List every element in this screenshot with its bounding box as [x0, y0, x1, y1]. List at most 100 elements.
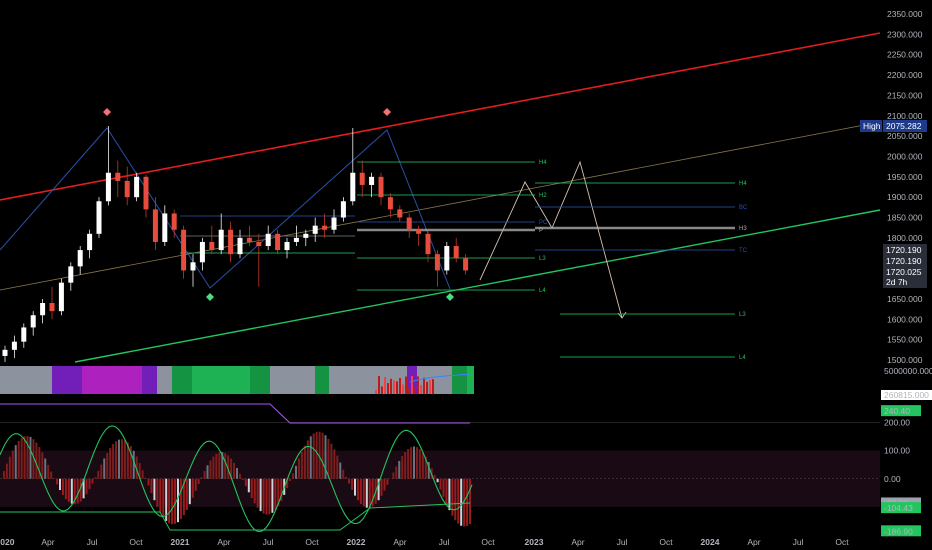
oscillator-bar: [41, 452, 44, 479]
oscillator-bar: [64, 478, 67, 500]
price-tick-label: 2150.000: [887, 90, 923, 100]
time-tick-label: Apr: [747, 537, 760, 547]
candle-body[interactable]: [115, 172, 121, 181]
candle-body[interactable]: [190, 262, 196, 271]
oscillator-bar: [209, 460, 212, 479]
price-tag-box: [883, 244, 927, 256]
candle-body[interactable]: [237, 237, 243, 255]
oscillator-bar: [359, 478, 362, 504]
candle-body[interactable]: [463, 258, 469, 271]
pivot-level-label: PC: [539, 220, 548, 226]
candle-body[interactable]: [77, 250, 83, 267]
price-pane[interactable]: H4 H2 PC P L3 L4 H4 BC H3 TC L3 L4: [0, 32, 881, 363]
candle-body[interactable]: [312, 225, 318, 234]
zigzag-line: [0, 127, 451, 290]
regime-band-segment: [82, 366, 142, 394]
candle-body[interactable]: [265, 233, 271, 247]
oscillator-value-tag: [881, 525, 921, 537]
candle-body[interactable]: [293, 237, 299, 242]
volume-tick-label: 5000000.000: [884, 366, 932, 376]
candle-body[interactable]: [406, 217, 412, 230]
oscillator-bar: [82, 478, 85, 499]
price-tag-label-box: [860, 120, 882, 132]
pivot-level-label: L3: [739, 312, 746, 318]
volume-axis[interactable]: 5000000.000 260815.000: [881, 366, 932, 400]
pivot-level-label: L4: [539, 288, 546, 294]
candle-body[interactable]: [30, 315, 36, 328]
candle-body[interactable]: [209, 241, 215, 251]
time-axis[interactable]: 2020 Apr Jul Oct 2021 Apr Jul Oct 2022 Apr Jul Oct 2…: [0, 537, 849, 547]
candle-body[interactable]: [359, 172, 365, 185]
candle-body[interactable]: [199, 241, 205, 263]
oscillator-value-tag: [881, 405, 921, 417]
candle-body[interactable]: [218, 229, 224, 251]
candle-body[interactable]: [434, 254, 440, 271]
candle-body[interactable]: [331, 217, 337, 230]
candle-body[interactable]: [105, 172, 111, 202]
oscillator-bar: [241, 478, 244, 480]
time-tick-label: Oct: [659, 537, 673, 547]
candle-body[interactable]: [453, 246, 459, 259]
candle-body[interactable]: [134, 176, 140, 198]
candle-body[interactable]: [152, 209, 158, 242]
oscillator-bar: [171, 478, 174, 525]
price-tag-box: [883, 255, 927, 267]
oscillator-bar: [221, 452, 224, 479]
oscillator-bar: [460, 478, 463, 526]
oscillator-bar: [67, 478, 70, 502]
candle-body[interactable]: [49, 303, 55, 312]
oscillator-bar: [424, 456, 427, 479]
candle-body[interactable]: [303, 233, 309, 238]
candle-body[interactable]: [58, 282, 64, 312]
candle-body[interactable]: [340, 201, 346, 218]
oscillator-bar: [159, 478, 162, 513]
candle-body[interactable]: [181, 229, 187, 271]
candle-body[interactable]: [378, 176, 384, 198]
candle-body[interactable]: [369, 176, 375, 185]
candle-body[interactable]: [416, 229, 422, 234]
price-tick-label: 2100.000: [887, 111, 923, 121]
volume-pane[interactable]: [0, 366, 474, 394]
candle-body[interactable]: [162, 213, 168, 242]
oscillator-bar: [292, 473, 295, 479]
candle-body[interactable]: [40, 303, 46, 316]
candle-body[interactable]: [68, 266, 74, 283]
time-tick-label: Apr: [41, 537, 54, 547]
candle-body[interactable]: [397, 209, 403, 218]
candle-body[interactable]: [11, 341, 17, 350]
oscillator-bar: [457, 478, 460, 524]
oscillator-pane[interactable]: [0, 403, 880, 533]
candle-body[interactable]: [21, 327, 27, 342]
candle-body[interactable]: [284, 241, 290, 251]
candle-body[interactable]: [256, 241, 262, 247]
candle-body[interactable]: [444, 246, 450, 271]
candle-body[interactable]: [143, 176, 149, 210]
candle-body[interactable]: [425, 233, 431, 255]
oscillator-bar: [324, 435, 327, 479]
candle-body[interactable]: [96, 201, 102, 234]
candle-body[interactable]: [2, 349, 8, 356]
candle-body[interactable]: [275, 233, 281, 251]
oscillator-bar: [11, 450, 14, 479]
candle-body[interactable]: [387, 197, 393, 210]
candle-body[interactable]: [228, 229, 234, 255]
candle-body[interactable]: [246, 237, 252, 242]
oscillator-bar: [97, 470, 100, 479]
price-tick-label: 1800.000: [887, 233, 923, 243]
oscillator-tick-label: -186.90: [884, 526, 913, 536]
oscillator-bar: [109, 448, 112, 479]
candle-body[interactable]: [350, 172, 356, 202]
candle-body[interactable]: [124, 180, 130, 198]
oscillator-bar: [8, 456, 11, 479]
oscillator-bar: [262, 478, 265, 514]
oscillator-bar: [303, 445, 306, 479]
candle-body[interactable]: [322, 225, 328, 230]
oscillator-bar: [380, 478, 383, 496]
candle-body[interactable]: [87, 233, 93, 251]
oscillator-axis[interactable]: 240.40200.00100.000.00-87.88-104.43-186.…: [881, 405, 921, 537]
candle-body[interactable]: [171, 213, 177, 230]
oscillator-bar: [289, 478, 292, 481]
price-tick-label: 1600.000: [887, 314, 923, 324]
oscillator-bar: [168, 478, 171, 524]
